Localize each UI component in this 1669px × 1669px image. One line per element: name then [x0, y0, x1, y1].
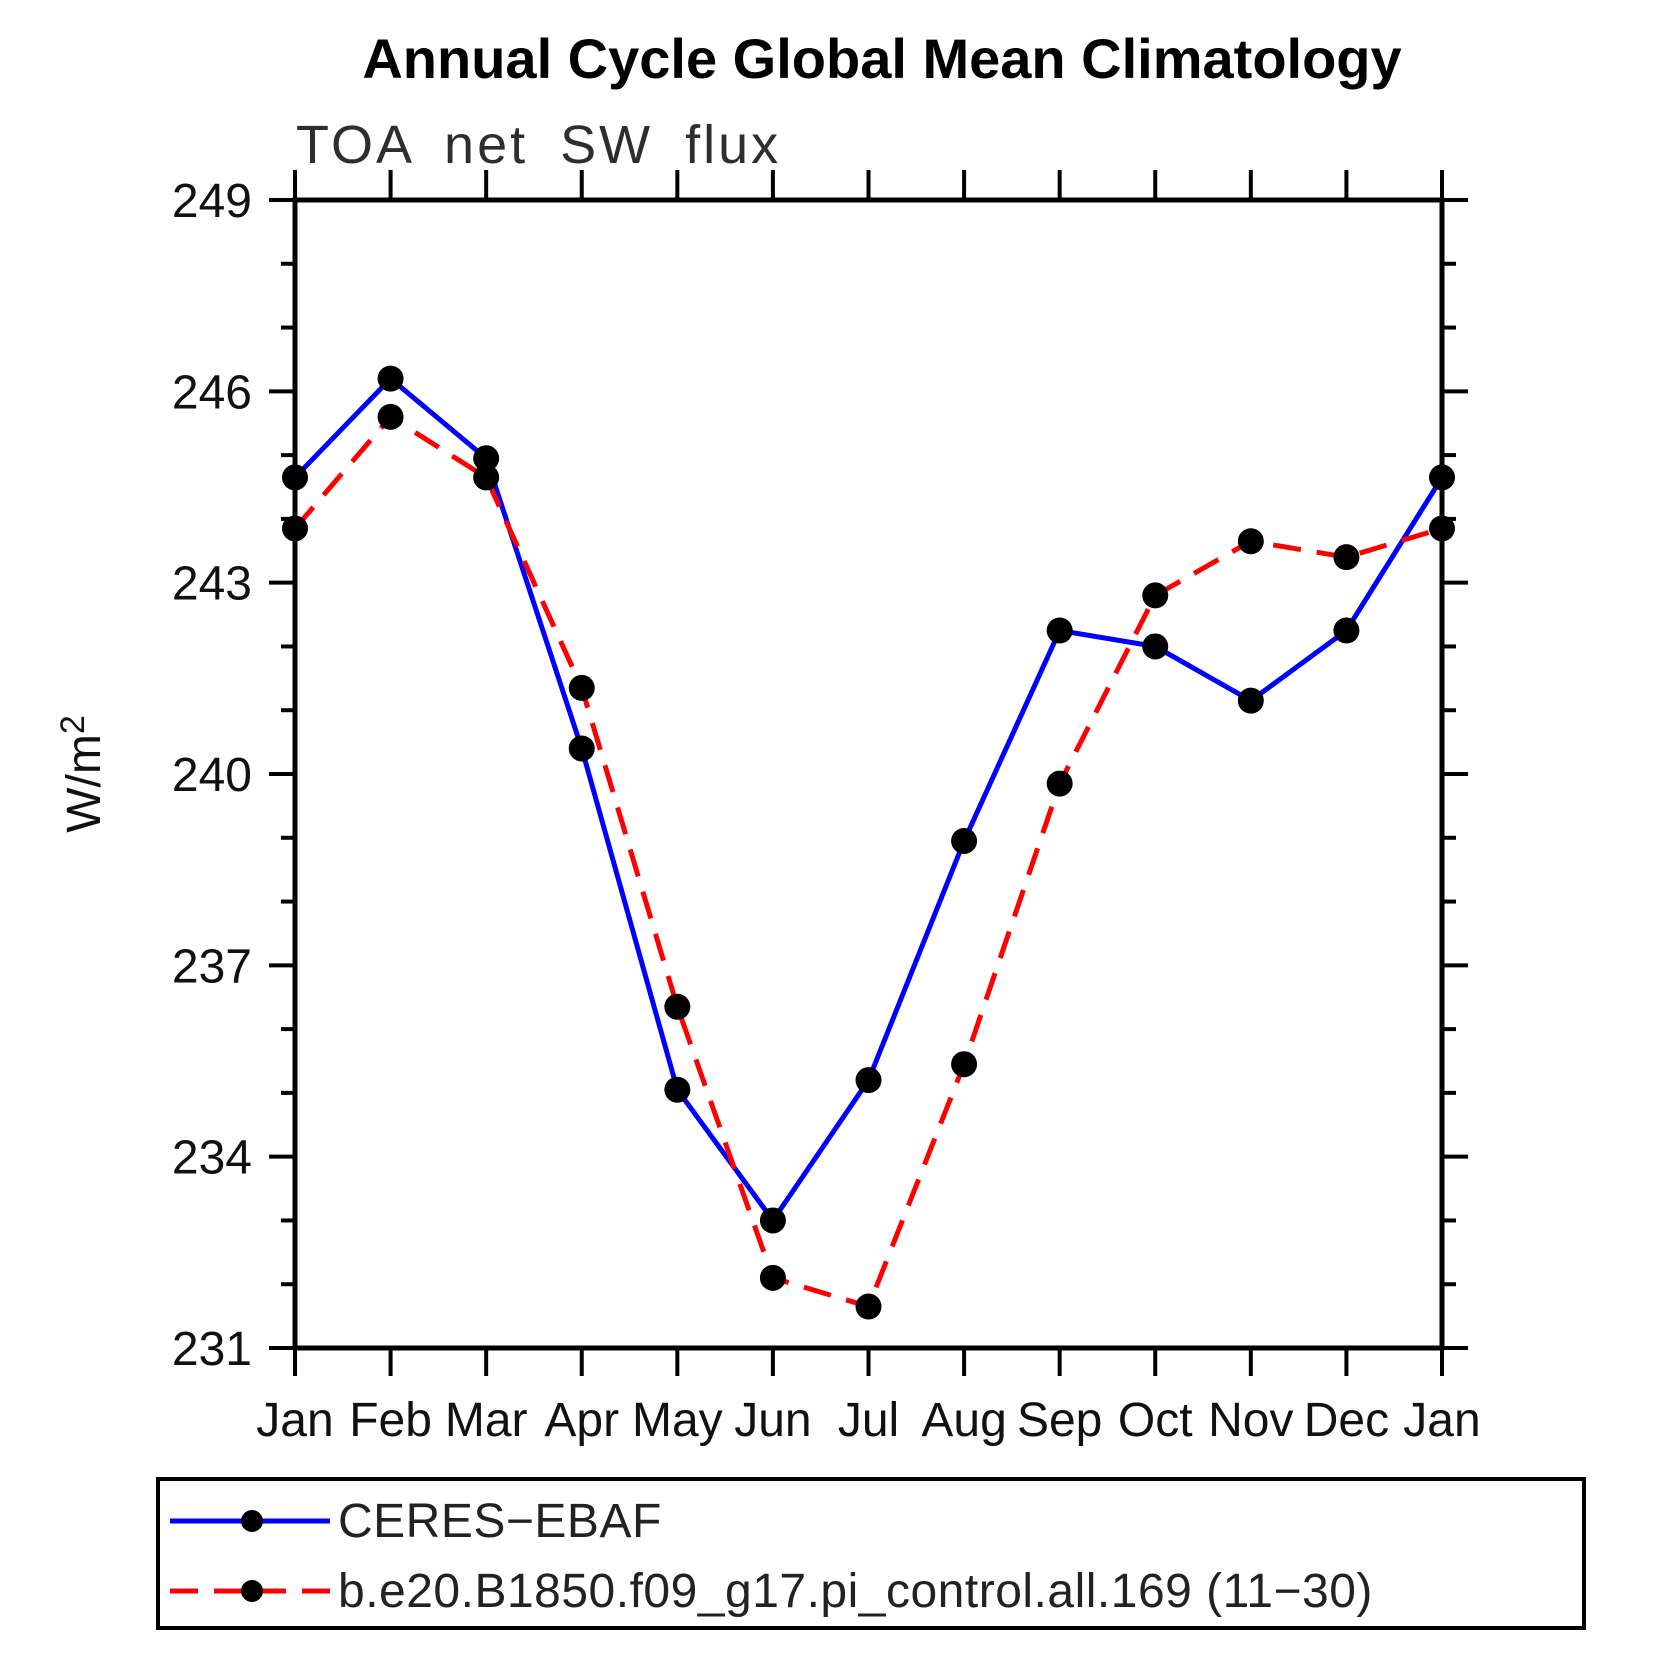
x-tick-label: Jan: [256, 1394, 333, 1447]
data-point-marker: [473, 445, 500, 472]
series-0: [282, 365, 1455, 1234]
series-1: [282, 403, 1455, 1320]
x-tick-label: Dec: [1304, 1394, 1389, 1447]
y-tick-label: 240: [172, 749, 252, 802]
x-tick-label: May: [632, 1394, 723, 1447]
data-point-marker: [568, 735, 595, 762]
y-axis-title: W/m2: [54, 715, 111, 833]
data-point-marker: [282, 515, 308, 542]
plot-frame: [292, 197, 1445, 1351]
y-tick-label: 231: [172, 1323, 252, 1376]
data-point-marker: [1142, 633, 1169, 660]
data-point-marker: [664, 993, 691, 1020]
x-tick-label: Sep: [1017, 1394, 1102, 1447]
y-tick-label: 249: [172, 175, 252, 228]
x-tick-label: Oct: [1118, 1394, 1193, 1447]
x-tick-label: Mar: [445, 1394, 528, 1447]
legend-key-solid-blue-line: [170, 1510, 330, 1532]
data-point-marker: [855, 1293, 882, 1320]
data-point-marker: [1237, 687, 1264, 714]
data-point-marker: [377, 365, 404, 392]
data-point-marker: [1333, 544, 1360, 571]
data-point-marker: [1237, 528, 1264, 555]
data-point-marker: [568, 674, 595, 701]
legend-marker-dot: [241, 1510, 263, 1532]
data-point-marker: [1046, 770, 1073, 797]
data-point-marker: [377, 403, 404, 430]
x-tick-label: Aug: [921, 1394, 1006, 1447]
legend-key-dashed-red-line: [170, 1580, 330, 1602]
y-tick-label: 243: [172, 558, 252, 611]
chart-subtitle: TOA net SW flux: [296, 115, 782, 175]
series-line-1: [293, 413, 1443, 1310]
data-point-marker: [473, 464, 500, 491]
data-point-marker: [1333, 617, 1360, 644]
legend-marker-dot: [241, 1580, 263, 1602]
legend-box: CERES−EBAF b.e20.B1850.f09_g17.pi_contro…: [156, 1477, 1586, 1630]
data-point-marker: [855, 1067, 882, 1094]
x-tick-label: Apr: [544, 1394, 619, 1447]
data-point-marker: [1142, 582, 1169, 609]
data-point-marker: [664, 1076, 691, 1103]
data-point-marker: [282, 464, 308, 491]
x-tick-label: Feb: [349, 1394, 432, 1447]
data-point-marker: [1429, 515, 1455, 542]
x-tick-label: Jan: [1403, 1394, 1480, 1447]
y-tick-label: 246: [172, 366, 252, 419]
x-tick-label: Jun: [734, 1394, 811, 1447]
y-tick-label: 234: [172, 1132, 252, 1185]
data-point-marker: [759, 1207, 786, 1234]
y-axis-ticks: 231 234 237 240 243 246 249: [172, 175, 1468, 1376]
legend-entry-model-run: b.e20.B1850.f09_g17.pi_control.all.169 (…: [164, 1565, 1373, 1618]
data-point-marker: [951, 827, 978, 854]
series-line-0: [293, 375, 1445, 1225]
data-point-marker: [1046, 617, 1073, 644]
chart-title: Annual Cycle Global Mean Climatology: [362, 27, 1402, 90]
x-axis-ticks: Jan Feb Mar Apr May Jun Jul Aug Sep Oct Nov Dec Jan: [256, 170, 1481, 1447]
y-tick-label: 237: [172, 940, 252, 993]
legend-entry-ceres-ebaf: CERES−EBAF: [164, 1495, 662, 1548]
x-tick-label: Jul: [838, 1394, 899, 1447]
x-tick-label: Nov: [1208, 1394, 1293, 1447]
data-point-marker: [759, 1264, 786, 1291]
legend-label-ceres-ebaf: CERES−EBAF: [338, 1494, 662, 1548]
legend-label-model-run: b.e20.B1850.f09_g17.pi_control.all.169 (…: [338, 1564, 1373, 1618]
data-point-marker: [1429, 464, 1455, 491]
data-point-marker: [951, 1051, 978, 1078]
